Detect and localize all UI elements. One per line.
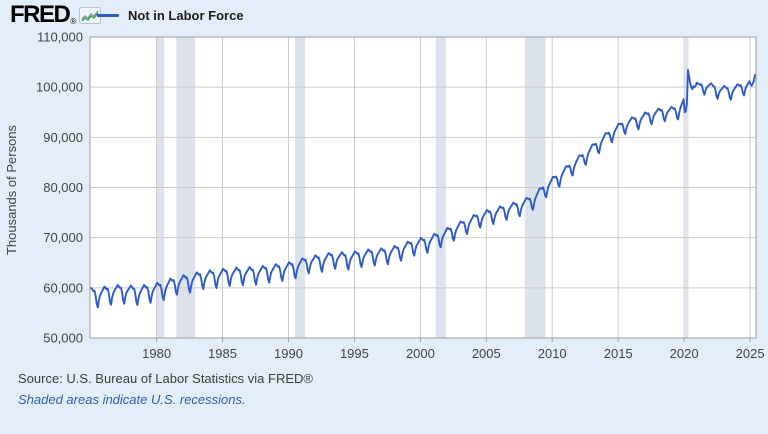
- x-tick-label: 1995: [340, 346, 369, 361]
- x-tick-label: 2025: [736, 346, 765, 361]
- y-tick-label: 60,000: [43, 280, 83, 295]
- x-tick-label: 1985: [208, 346, 237, 361]
- y-tick-label: 90,000: [43, 130, 83, 145]
- x-tick-label: 1980: [142, 346, 171, 361]
- y-tick-label: 50,000: [43, 331, 83, 346]
- recession-note: Shaded areas indicate U.S. recessions.: [18, 392, 246, 407]
- x-tick-label: 2015: [604, 346, 633, 361]
- y-tick-label: 80,000: [43, 180, 83, 195]
- registered-mark-icon: ®: [70, 17, 77, 26]
- plot-border: [89, 36, 757, 339]
- y-tick-label: 110,000: [37, 30, 83, 45]
- legend-label: Not in Labor Force: [128, 8, 244, 23]
- legend-line-swatch: [97, 14, 119, 17]
- source-text: Source: U.S. Bureau of Labor Statistics …: [18, 371, 313, 386]
- legend-item: Not in Labor Force: [97, 8, 244, 23]
- line-chart[interactable]: Thousands of Persons 50,000 60,000 70,000 8…: [0, 0, 768, 368]
- fred-logo[interactable]: FRED ®: [10, 1, 102, 29]
- x-tick-label: 2010: [538, 346, 567, 361]
- y-axis-title: Thousands of Persons: [4, 124, 19, 255]
- x-tick-label: 2005: [472, 346, 501, 361]
- y-tick-label: 100,000: [36, 80, 83, 95]
- x-tick-label: 2020: [670, 346, 699, 361]
- y-tick-label: 70,000: [43, 230, 83, 245]
- x-tick-label: 1990: [274, 346, 303, 361]
- x-tick-label: 2000: [406, 346, 435, 361]
- fred-logo-text: FRED: [10, 1, 71, 28]
- series-line-not-in-labor-force[interactable]: [90, 69, 756, 309]
